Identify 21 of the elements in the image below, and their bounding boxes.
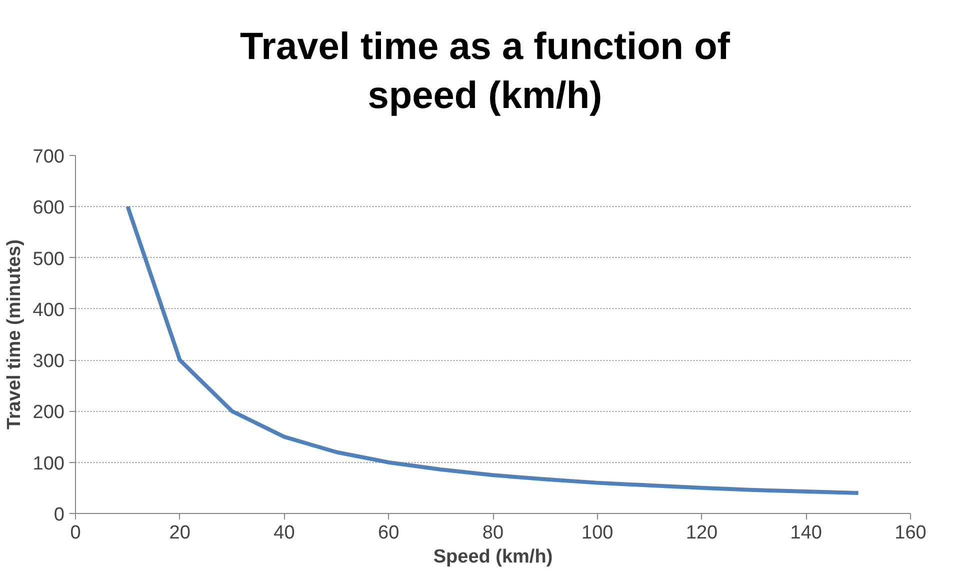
x-tick-label: 140 bbox=[790, 522, 822, 544]
y-tick-label: 100 bbox=[32, 453, 64, 474]
y-axis-title: Travel time (minutes) bbox=[4, 239, 25, 430]
x-tick-label: 0 bbox=[70, 522, 81, 544]
y-tick-label: 0 bbox=[54, 504, 65, 526]
x-tick-label: 40 bbox=[274, 522, 295, 544]
y-tick-label: 400 bbox=[32, 300, 64, 321]
chart-title: Travel time as a function of speed (km/h) bbox=[239, 25, 731, 120]
y-tick-label: 600 bbox=[32, 198, 64, 219]
y-tick-label: 700 bbox=[32, 146, 64, 168]
x-tick-label: 120 bbox=[686, 522, 718, 544]
x-tick-label: 100 bbox=[582, 522, 614, 544]
x-tick-label: 20 bbox=[169, 522, 190, 544]
x-axis-title: Speed (km/h) bbox=[433, 546, 553, 568]
x-tick-label: 160 bbox=[894, 522, 926, 544]
x-tick-label: 80 bbox=[482, 522, 504, 544]
y-tick-label: 300 bbox=[32, 351, 64, 372]
line-series bbox=[126, 204, 860, 496]
x-tick-label: 60 bbox=[378, 522, 400, 544]
y-tick-label: 500 bbox=[32, 248, 64, 270]
y-tick-label: 200 bbox=[32, 402, 64, 424]
